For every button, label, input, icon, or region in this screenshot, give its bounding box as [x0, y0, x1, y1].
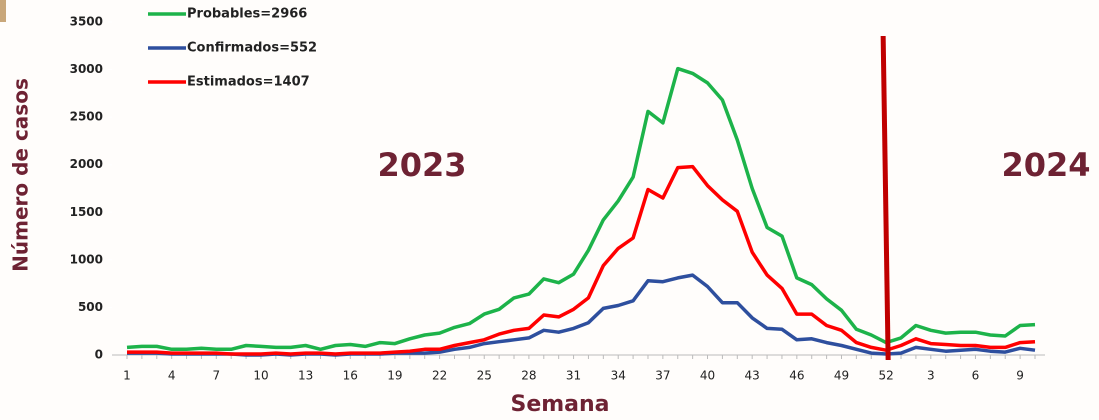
y-tick-label: 1500: [70, 205, 103, 219]
y-tick-label: 2500: [70, 110, 103, 124]
annotation: 2024: [1001, 146, 1090, 184]
x-tick-label: 34: [611, 369, 626, 383]
x-tick-label: 19: [387, 369, 402, 383]
year-divider: [880, 35, 891, 361]
y-axis-title: Número de casos: [9, 78, 33, 272]
y-tick-label: 500: [78, 300, 103, 314]
x-tick-label: 28: [521, 369, 536, 383]
x-tick-label: 52: [879, 369, 894, 383]
legend-label: Confirmados=552: [187, 41, 317, 56]
x-tick-label: 49: [834, 369, 849, 383]
y-tick-label: 0: [95, 348, 103, 362]
x-tick-label: 1: [123, 369, 131, 383]
x-tick-label: 43: [745, 369, 760, 383]
x-tick-label: 46: [789, 369, 804, 383]
legend-label: Estimados=1407: [187, 75, 310, 90]
annotation: 2023: [377, 146, 466, 184]
x-tick-label: 40: [700, 369, 715, 383]
series-line: [127, 164, 1036, 356]
y-tick-label: 3000: [70, 62, 103, 76]
y-tick-label: 1000: [70, 252, 103, 266]
x-tick-label: 22: [432, 369, 447, 383]
x-tick-label: 6: [972, 369, 980, 383]
x-tick-label: 3: [927, 369, 935, 383]
y-tick-label: 3500: [70, 15, 103, 29]
legend-label: Probables=2966: [187, 7, 307, 22]
x-tick-label: 31: [566, 369, 581, 383]
x-tick-label: 25: [477, 369, 492, 383]
x-tick-label: 13: [298, 369, 313, 383]
y-tick-label: 2000: [70, 157, 103, 171]
x-tick-label: 4: [168, 369, 176, 383]
series-line: [126, 66, 1036, 352]
x-tick-label: 37: [655, 369, 670, 383]
x-tick-label: 10: [253, 369, 268, 383]
corner-decoration: [0, 0, 6, 22]
x-tick-label: 7: [212, 369, 220, 383]
x-axis-title: Semana: [510, 392, 609, 417]
x-tick-label: 9: [1016, 369, 1024, 383]
x-tick-label: 16: [343, 369, 358, 383]
